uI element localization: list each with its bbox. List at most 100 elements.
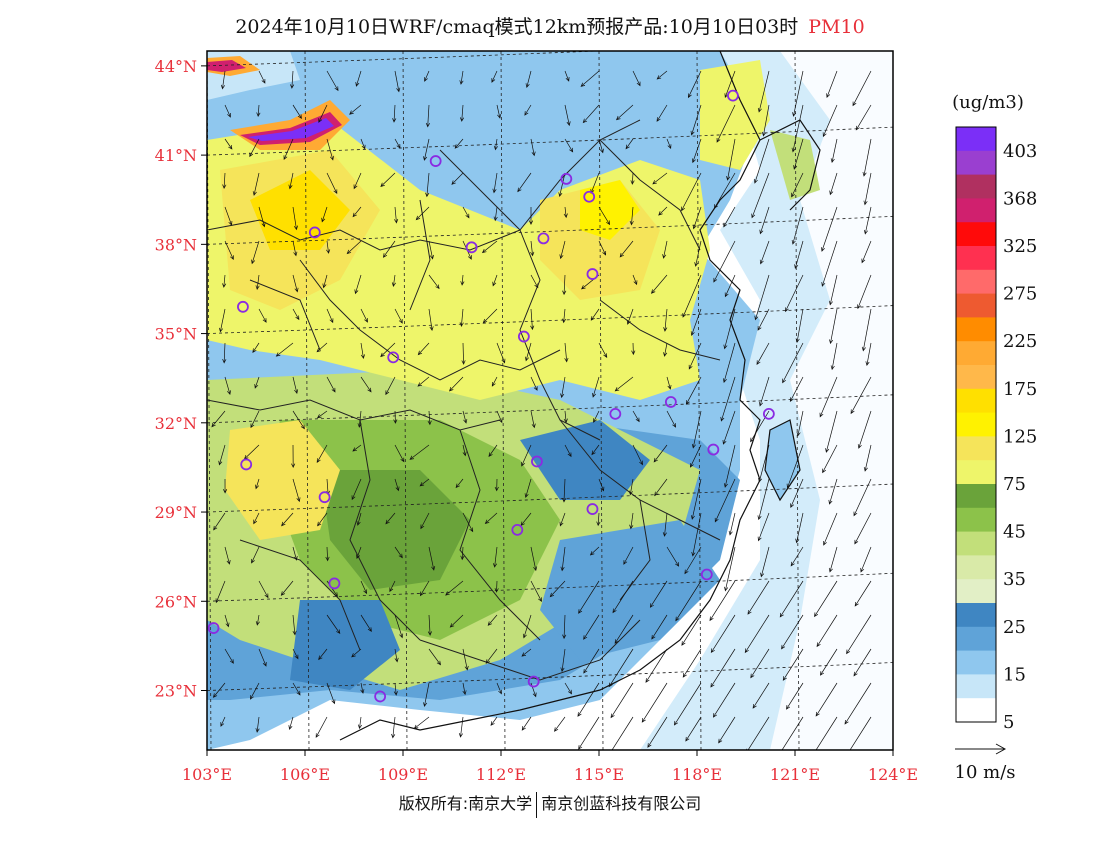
wind-arrow (598, 138, 604, 154)
wind-arrow (583, 614, 600, 640)
wind-arrow (391, 274, 396, 287)
wind-arrow (760, 546, 770, 578)
city-marker (318, 491, 331, 504)
colorbar-swatch (956, 555, 996, 580)
wind-arrow (610, 682, 634, 719)
wind-arrow (757, 308, 770, 331)
wind-arrow (385, 512, 396, 525)
wind-arrow (830, 138, 838, 164)
wind-arrow (391, 716, 396, 739)
copyright-footer: 版权所有:南京大学 南京创蓝科技有限公司 (300, 790, 800, 818)
wind-arrow (578, 716, 600, 750)
wind-arrow (756, 342, 770, 365)
city-markers (207, 89, 775, 703)
wind-arrow (757, 512, 770, 542)
wind-arrow (663, 308, 668, 332)
wind-arrow (428, 546, 436, 571)
wind-arrow (757, 478, 770, 521)
wind-arrow (528, 206, 534, 225)
wind-arrow (710, 614, 736, 654)
wind-arrow (428, 240, 434, 260)
lon-tick-label: 103°E (182, 765, 232, 784)
wind-arrow (562, 274, 567, 296)
wind-arrow (759, 206, 770, 235)
wind-arrow (224, 138, 233, 150)
wind-arrow (252, 172, 260, 196)
wind-arrow (459, 104, 465, 122)
wind-arrow (291, 444, 296, 469)
wind-arrow (353, 172, 362, 190)
wind-arrow (220, 70, 226, 90)
wind-arrow (223, 478, 228, 494)
wind-arrow (713, 240, 736, 283)
colorbar-label: 403 (1003, 141, 1037, 162)
wind-arrow (424, 70, 430, 82)
wind-arrow (750, 410, 770, 443)
wind-arrow (394, 70, 401, 93)
city-marker (700, 568, 713, 581)
wind-arrow (417, 342, 430, 356)
wind-arrow (782, 648, 804, 681)
wind-arrow (522, 614, 532, 639)
wind-arrow (828, 478, 838, 505)
wind-arrow (252, 342, 260, 354)
wind-arrow (614, 376, 634, 392)
colorbar-swatch (956, 698, 996, 723)
wind-arrow (530, 138, 536, 157)
wind-arrow (494, 580, 499, 593)
wind-arrow (846, 614, 872, 655)
wind-arrow (318, 648, 328, 661)
wind-arrow (317, 512, 328, 527)
wind-arrow (560, 376, 566, 399)
wind-arrow (685, 716, 702, 742)
colorbar-swatch (956, 198, 996, 223)
wind-arrow (290, 70, 295, 89)
wind-arrow (632, 274, 638, 286)
wind-arrow (462, 512, 474, 533)
wind-arrow (629, 206, 634, 226)
wind-arrow (482, 308, 498, 324)
wind-arrow (389, 580, 396, 593)
parallel-line (207, 662, 893, 691)
wind-arrow (744, 614, 770, 654)
wind-arrow (857, 410, 872, 449)
wind-arrow (724, 546, 736, 592)
wind-arrow (321, 206, 328, 223)
wind-arrow (530, 240, 535, 257)
parallel-line (207, 572, 893, 602)
wind-arrow (275, 342, 294, 357)
wind-arrow (761, 104, 770, 137)
colorbar-label: 35 (1003, 569, 1026, 590)
wind-arrow (218, 444, 226, 466)
wind-arrow (722, 410, 736, 445)
wind-arrow (222, 172, 227, 190)
wind-arrow (521, 648, 532, 657)
wind-arrow (757, 70, 770, 113)
wind-arrow (451, 172, 464, 185)
city-marker (429, 155, 442, 167)
city-marker (609, 407, 622, 420)
wind-arrow (666, 138, 672, 150)
wind-arrow (625, 138, 634, 150)
wind-arrow (292, 206, 298, 231)
wind-arrow (785, 274, 804, 313)
wind-arrow (681, 172, 702, 212)
wind-arrow (631, 342, 636, 356)
wind-vectors (211, 70, 872, 750)
wind-arrow (292, 104, 302, 119)
wind-arrow (215, 580, 226, 604)
wind-arrow (326, 308, 334, 324)
wind-arrow (578, 580, 600, 614)
wind-arrow (860, 546, 872, 573)
wind-arrow (496, 104, 502, 119)
wind-arrow (288, 172, 294, 190)
city-marker (537, 232, 550, 245)
wind-arrow (224, 104, 231, 118)
wind-arrow (360, 682, 365, 694)
wind-arrow (781, 716, 804, 750)
wind-arrow (409, 444, 430, 460)
wind-arrow (326, 138, 334, 161)
wind-arrow (673, 682, 702, 726)
wind-arrow (852, 70, 872, 107)
